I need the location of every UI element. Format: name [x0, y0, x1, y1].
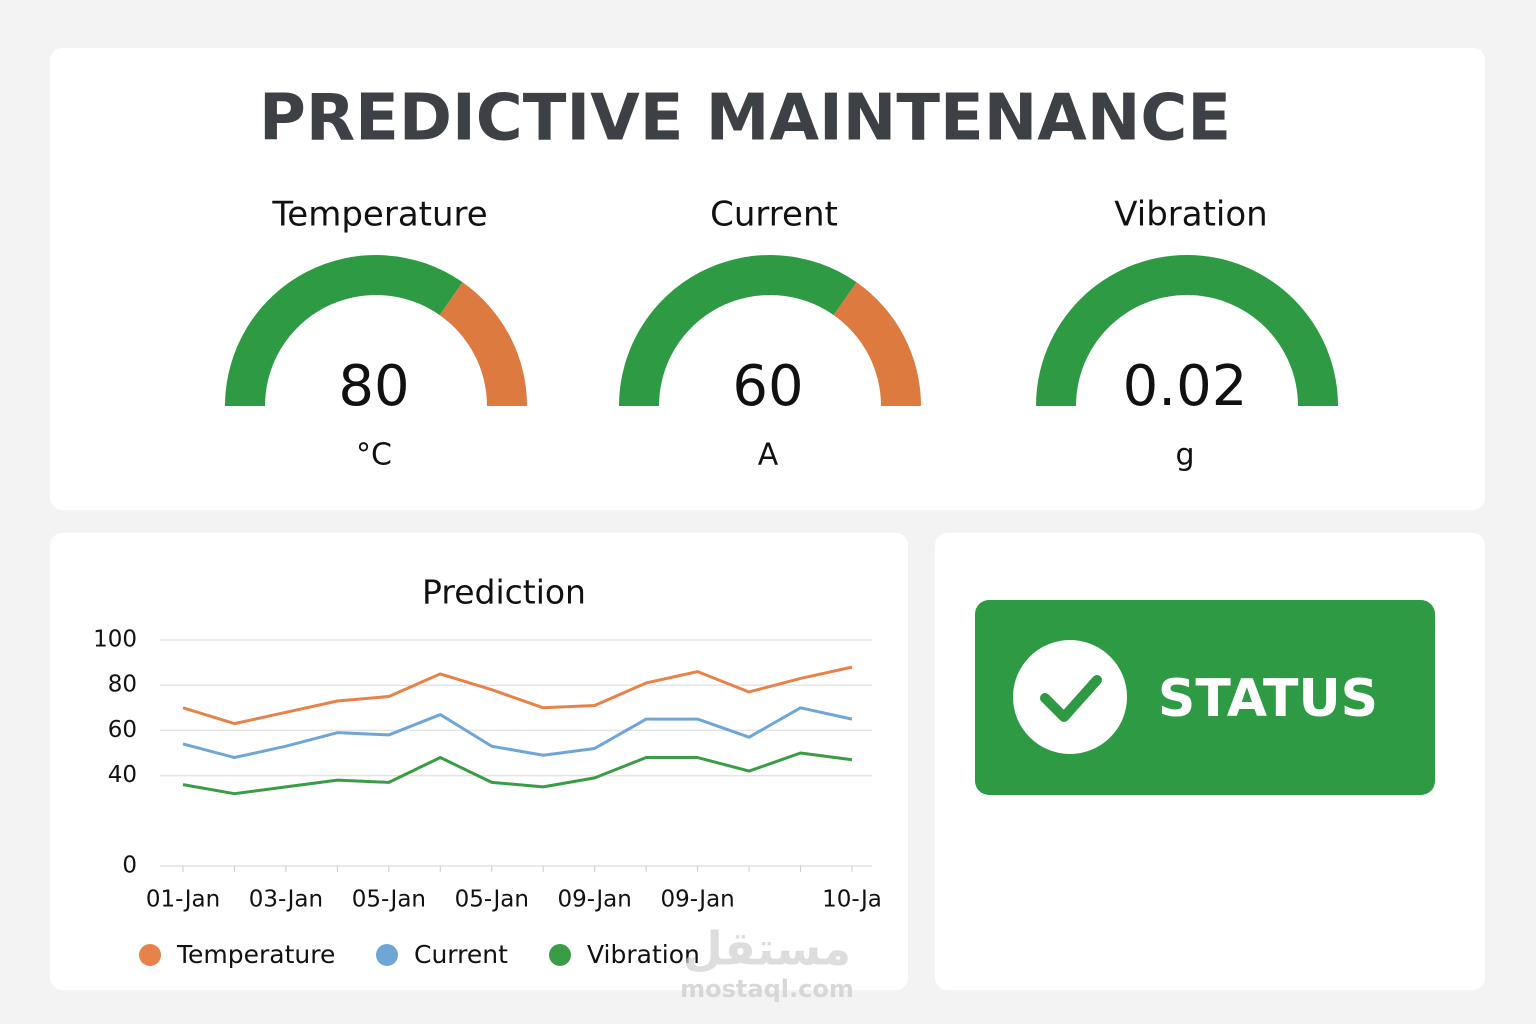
gauge-label: Temperature: [271, 195, 487, 235]
gauge-label: Vibration: [1114, 195, 1267, 235]
gauge-arc: [619, 254, 857, 406]
gauge-label: Current: [710, 195, 838, 235]
y-tick-label: 80: [108, 672, 137, 698]
legend-label: Current: [414, 940, 508, 969]
x-tick-label: 05-Jan: [455, 887, 529, 913]
x-tick-label: 09-Jan: [660, 887, 734, 913]
gauge-arc: [225, 254, 463, 406]
page-title: PREDICTIVE MAINTENANCE: [259, 82, 1231, 156]
y-tick-label: 60: [108, 717, 137, 743]
y-tick-label: 0: [122, 853, 137, 879]
gauge-unit: °C: [356, 438, 392, 473]
gauge-arc-warning: [833, 282, 921, 406]
legend-swatch: [549, 944, 571, 966]
legend-swatch: [376, 944, 398, 966]
check-mark: [1040, 675, 1102, 722]
x-tick-label: 09-Jan: [558, 887, 632, 913]
y-tick-label: 40: [108, 762, 137, 788]
gauge-arc-warning: [439, 282, 527, 406]
x-tick-label: 10-Ja: [822, 887, 882, 913]
legend-label: Temperature: [176, 940, 335, 969]
watermark: mostaql.com: [680, 975, 854, 1003]
series-line: [182, 665, 853, 726]
status-label: STATUS: [1158, 669, 1378, 729]
x-tick-label: 05-Jan: [352, 887, 426, 913]
gauge-unit: A: [758, 438, 779, 473]
gauge-value: 80: [338, 354, 409, 419]
legend-label: Vibration: [587, 940, 700, 969]
x-tick-label: 01-Jan: [146, 887, 220, 913]
watermark: مستقل: [683, 922, 851, 976]
y-tick-label: 100: [93, 627, 137, 653]
x-tick-label: 03-Jan: [249, 887, 323, 913]
chart-title: Prediction: [422, 573, 586, 612]
series-line: [182, 706, 853, 760]
gauge-arc: [1036, 255, 1338, 406]
gauge-value: 0.02: [1123, 354, 1248, 419]
gauge-value: 60: [732, 354, 803, 419]
status-icon: [1013, 640, 1127, 754]
gauge-unit: g: [1175, 438, 1194, 473]
chart-card: [50, 533, 908, 990]
legend-swatch: [139, 944, 161, 966]
series-line: [182, 751, 853, 796]
